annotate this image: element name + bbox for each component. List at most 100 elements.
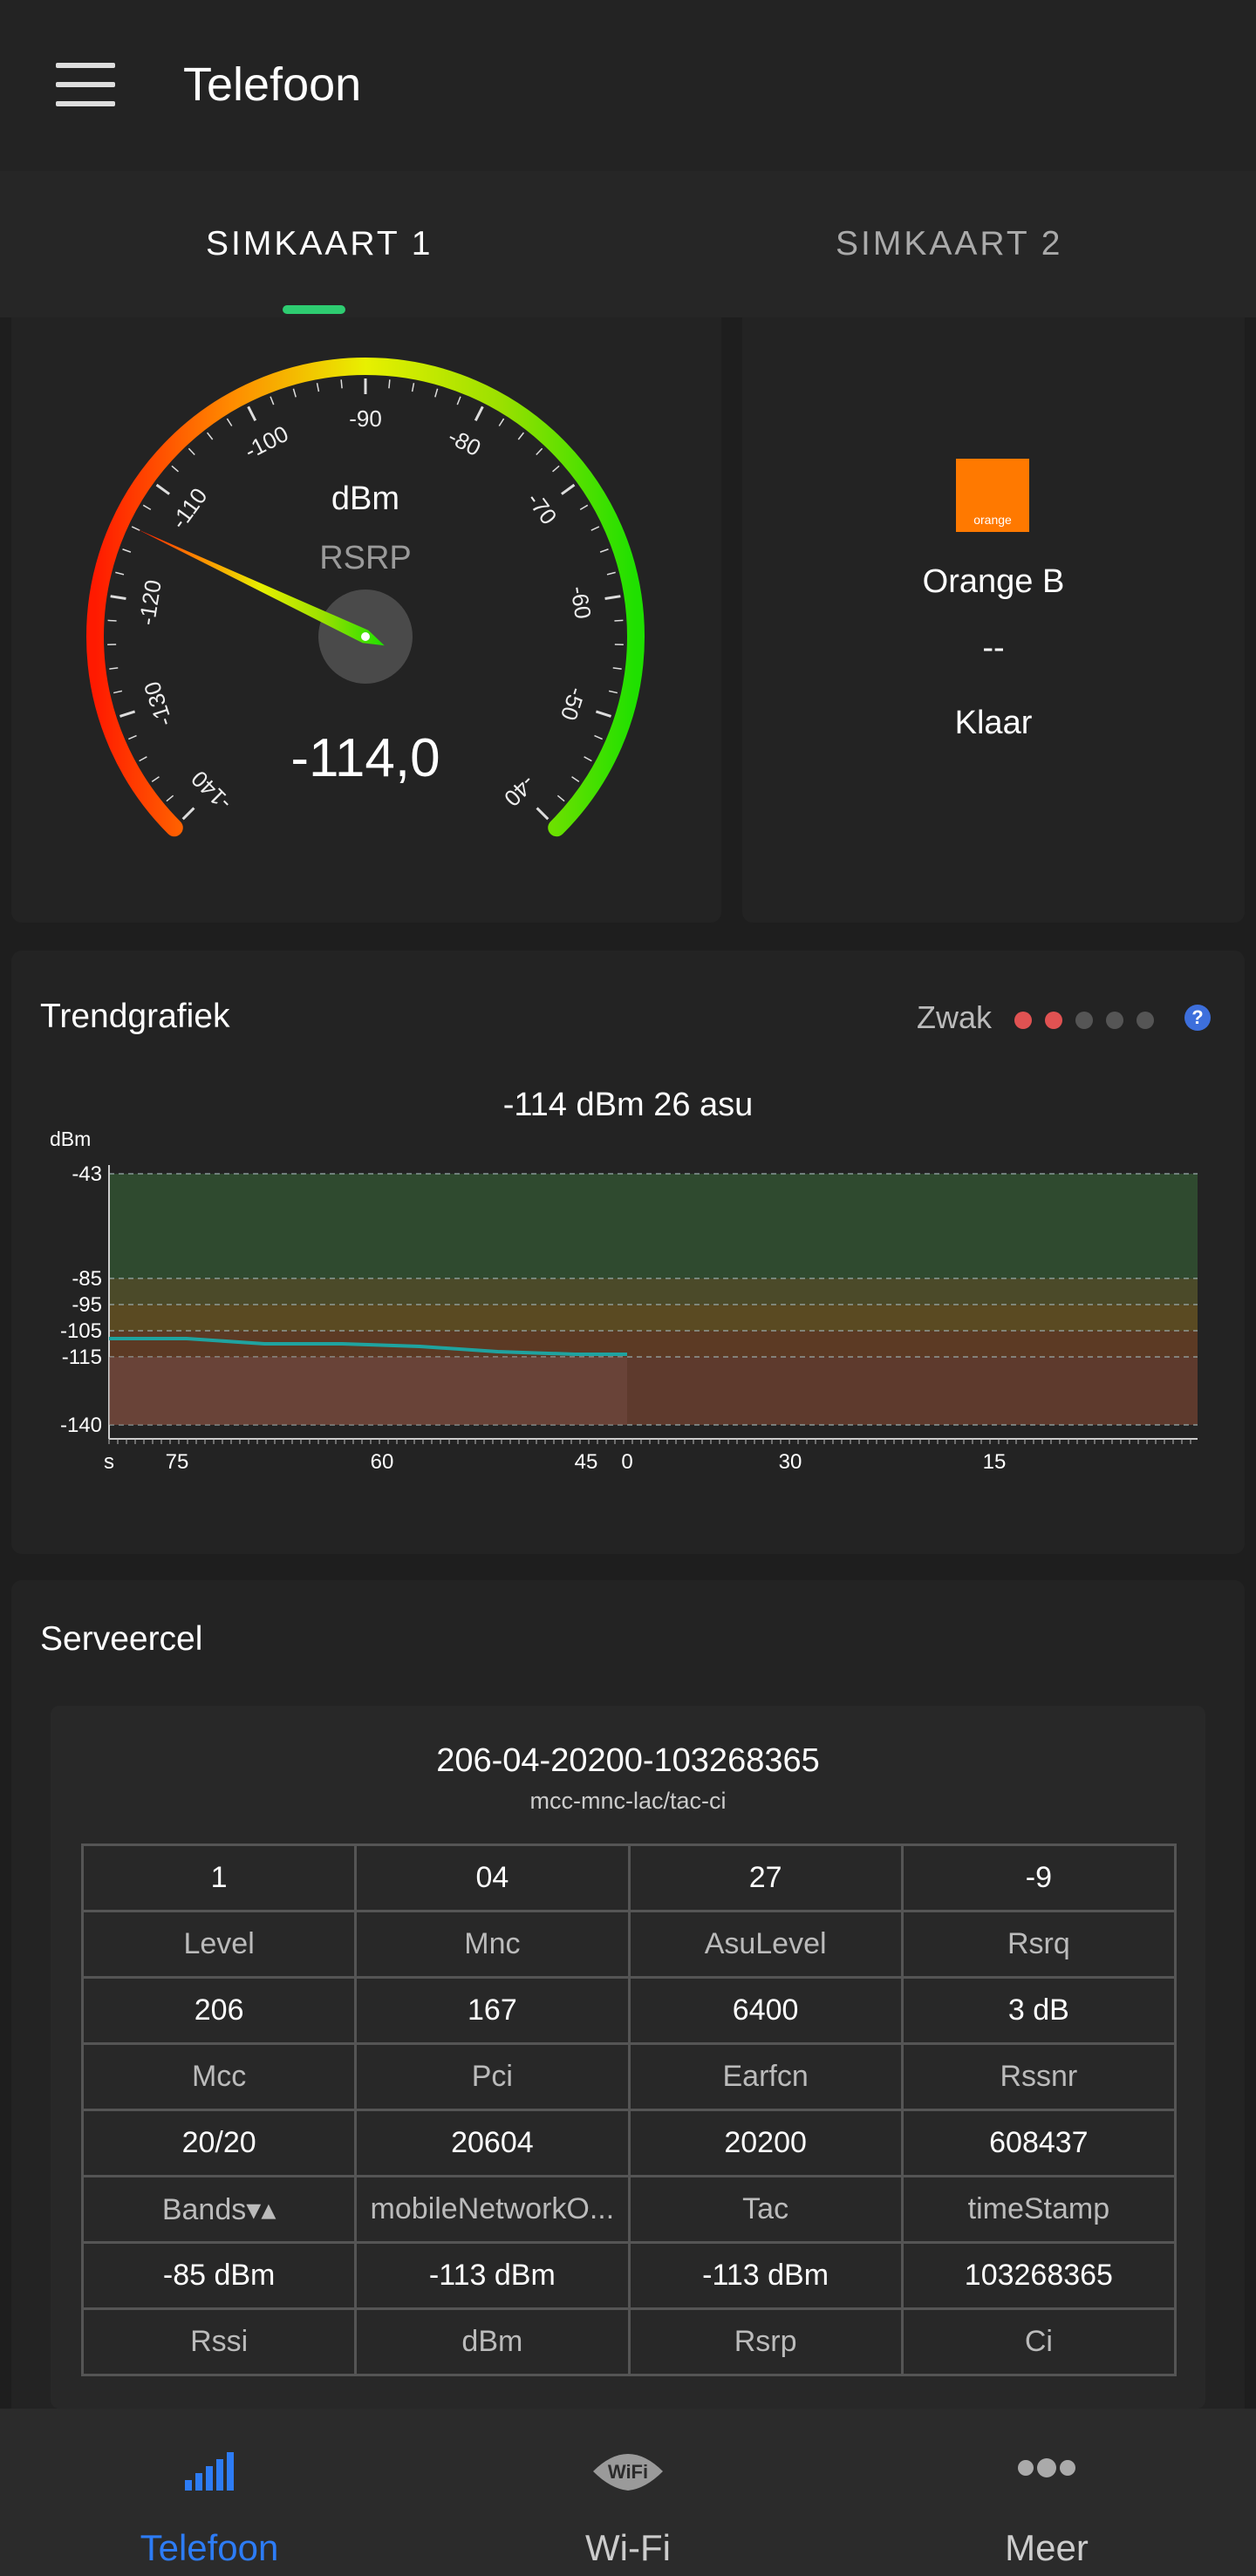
nav-wifi[interactable]: WiFi Wi-Fi <box>419 2409 837 2576</box>
signal-gauge-card: -140 -130 -120 -110 -100 -90 -80 -70 -60 -50 -40 d… <box>11 317 721 923</box>
server-cell-card: Serveercel 206-04-20200-103268365 mcc-mn… <box>11 1580 1245 2452</box>
gauge-tick <box>151 776 160 782</box>
gauge-tick <box>110 595 126 600</box>
signal-band <box>109 1278 1198 1305</box>
table-value-cell: 1 <box>80 1843 358 1912</box>
y-tick-label: -140 <box>60 1414 102 1437</box>
table-row: 20/20 20604 20200 608437 <box>80 2109 1178 2177</box>
gauge-tick <box>188 447 195 456</box>
table-value-cell: 103268365 <box>900 2241 1178 2310</box>
gauge-tick-label: -50 <box>556 685 590 724</box>
x-tick-label: 30 <box>779 1450 802 1474</box>
operator-logo-text: orange <box>973 513 1012 527</box>
table-value-cell: 27 <box>627 1843 904 1912</box>
x-tick-label: 45 <box>575 1450 598 1474</box>
gauge-tick <box>171 465 179 473</box>
gauge-tick <box>612 667 622 670</box>
cell-id-format: mcc-mnc-lac/tac-ci <box>529 1788 727 1814</box>
more-dots-icon <box>1018 2458 1075 2477</box>
nav-label-meer: Meer <box>1005 2527 1089 2568</box>
table-value-cell: 20200 <box>627 2109 904 2177</box>
gauge-tick <box>181 807 195 821</box>
trend-chart: -43 -85-95-105 -115 -140 dBm s 75 60 45 0 30 15 <box>50 1128 1198 1474</box>
strength-dot <box>1137 1012 1154 1029</box>
gauge-tick <box>316 383 320 392</box>
gauge-tick <box>128 734 137 740</box>
wifi-icon: WiFi <box>593 2454 663 2491</box>
table-value-cell: 167 <box>354 1976 631 2045</box>
nav-meer[interactable]: Meer <box>837 2409 1256 2576</box>
gauge-tick <box>606 571 616 576</box>
gauge-tick <box>115 571 125 576</box>
strength-dot <box>1045 1012 1062 1029</box>
gauge-tick-label: -110 <box>166 483 213 534</box>
table-row: Mcc Pci Earfcn Rssnr <box>80 2042 1178 2111</box>
trend-readout: -114 dBm 26 asu <box>502 1087 754 1123</box>
table-value-cell: 206 <box>80 1976 358 2045</box>
strength-dot <box>1106 1012 1123 1029</box>
table-label-cell: Mnc <box>354 1910 631 1979</box>
table-row: Level Mnc AsuLevel Rsrq <box>80 1910 1178 1979</box>
table-label-cell: Mcc <box>80 2042 358 2111</box>
nav-telefoon[interactable]: Telefoon <box>0 2409 419 2576</box>
gauge-tick <box>456 396 461 405</box>
gauge-tick <box>155 483 170 495</box>
gauge-tick <box>579 504 589 511</box>
signal-band <box>109 1357 1198 1425</box>
gauge-tick <box>594 734 603 740</box>
gauge-tick <box>122 549 132 553</box>
gauge-tick <box>139 756 147 762</box>
x-tick-label: s <box>104 1450 114 1474</box>
tab-simkaart-1[interactable]: SIMKAART 1 <box>206 225 433 262</box>
table-value-cell: 608437 <box>900 2109 1178 2177</box>
gauge-tick <box>142 504 152 511</box>
gauge-tick <box>247 405 257 421</box>
y-tick-label: -95 <box>72 1293 102 1317</box>
y-tick-label: -85 <box>72 1267 102 1291</box>
x-tick-label: 0 <box>621 1450 632 1474</box>
gauge-value: -114,0 <box>290 728 440 788</box>
cell-info-table: 1 04 27 -9 Level Mnc AsuLevel Rsrq 206 167 6400 3 d… <box>80 1843 1178 2376</box>
gauge-tick <box>517 432 525 440</box>
trend-card: Trendgrafiek Zwak ? -114 dBm 26 asu -43-… <box>11 951 1245 1554</box>
operator-line2: -- <box>982 630 1005 666</box>
cell-id: 206-04-20200-103268365 <box>436 1742 820 1779</box>
nav-label-wifi: Wi-Fi <box>585 2527 671 2568</box>
table-label-cell[interactable]: Bands▾▴ <box>80 2175 358 2244</box>
tab-simkaart-2[interactable]: SIMKAART 2 <box>836 225 1063 262</box>
menu-icon[interactable] <box>56 63 115 106</box>
gauge-tick <box>292 388 297 398</box>
gauge-tick <box>561 483 576 495</box>
gauge-tick <box>584 756 592 762</box>
table-label-cell: Rsrq <box>900 1910 1178 1979</box>
gauge-unit: dBm <box>331 480 399 517</box>
signal-band <box>109 1174 1198 1278</box>
table-label-cell: dBm <box>354 2307 631 2376</box>
gauge-metric: RSRP <box>319 540 412 576</box>
table-label-cell: AsuLevel <box>627 1910 904 1979</box>
gauge-tick <box>411 383 415 392</box>
gauge-tick <box>166 794 174 802</box>
help-icon[interactable]: ? <box>1184 1005 1211 1031</box>
gauge-tick-label: -80 <box>444 423 485 461</box>
table-row: Rssi dBm Rsrp Ci <box>80 2307 1178 2376</box>
gauge-tick <box>340 379 343 389</box>
table-row: 1 04 27 -9 <box>80 1843 1178 1912</box>
gauge-tick <box>206 432 214 440</box>
table-value-cell: 04 <box>354 1843 631 1912</box>
gauge-tick <box>556 794 565 802</box>
table-label-cell: Earfcn <box>627 2042 904 2111</box>
gauge-tick <box>434 388 439 398</box>
table-value-cell: 6400 <box>627 1976 904 2045</box>
strength-dot <box>1075 1012 1093 1029</box>
table-label-cell: Level <box>80 1910 358 1979</box>
table-row: -85 dBm -113 dBm -113 dBm 103268365 <box>80 2241 1178 2310</box>
table-label-cell: Ci <box>900 2307 1178 2376</box>
operator-card: orange Orange B -- Klaar <box>742 317 1245 923</box>
gauge-tick <box>595 710 611 718</box>
table-value-cell: -113 dBm <box>627 2241 904 2310</box>
gauge-tick <box>474 405 484 421</box>
active-tab-indicator <box>283 305 345 314</box>
gauge-tick <box>571 776 580 782</box>
gauge-tick <box>388 379 391 389</box>
